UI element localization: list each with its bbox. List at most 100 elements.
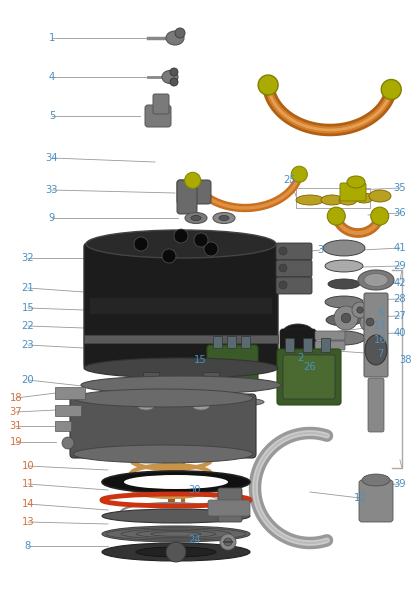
Text: 8: 8 [25,541,31,551]
Circle shape [170,78,178,86]
Bar [203,372,219,384]
Text: 36: 36 [394,208,406,218]
FancyBboxPatch shape [368,378,384,432]
Text: 3: 3 [317,245,323,255]
Text: 38: 38 [400,355,412,365]
Bar [241,336,250,348]
FancyBboxPatch shape [177,180,197,214]
FancyBboxPatch shape [315,341,345,350]
Ellipse shape [137,400,155,410]
Text: 39: 39 [394,479,406,489]
Text: 1: 1 [49,33,55,43]
Text: 17: 17 [374,321,386,331]
Ellipse shape [185,212,207,223]
Text: 10: 10 [22,461,34,471]
FancyBboxPatch shape [55,421,71,431]
Circle shape [134,237,148,251]
Ellipse shape [328,279,360,289]
Circle shape [162,249,176,263]
Ellipse shape [325,260,363,272]
Bar [303,338,312,352]
Text: 13: 13 [22,517,34,527]
Circle shape [279,247,287,255]
Text: 42: 42 [394,278,406,288]
FancyBboxPatch shape [70,394,256,458]
Text: 30: 30 [189,485,201,495]
Text: 23: 23 [22,340,34,350]
Text: 16: 16 [374,335,386,345]
Ellipse shape [286,355,310,365]
Text: 29: 29 [394,261,406,271]
FancyBboxPatch shape [283,355,335,399]
Circle shape [334,306,358,330]
Text: 31: 31 [10,421,22,431]
Bar [143,372,159,384]
Ellipse shape [166,31,184,45]
Ellipse shape [102,471,250,493]
Text: 21: 21 [22,283,35,293]
Ellipse shape [136,547,216,557]
Ellipse shape [365,335,387,365]
Circle shape [366,318,374,326]
Circle shape [258,75,278,95]
Circle shape [360,312,380,332]
Circle shape [327,207,345,225]
Bar [321,338,330,352]
Circle shape [185,172,201,188]
Circle shape [174,229,188,243]
Text: 14: 14 [22,499,34,509]
Text: 9: 9 [49,213,55,223]
Text: 34: 34 [46,153,58,163]
FancyBboxPatch shape [315,331,345,340]
Ellipse shape [102,526,250,542]
Ellipse shape [73,389,253,407]
Bar [213,336,222,348]
FancyBboxPatch shape [177,180,211,204]
Circle shape [279,264,287,272]
Ellipse shape [84,358,278,378]
Bar [285,338,294,352]
Ellipse shape [364,274,388,286]
FancyBboxPatch shape [276,260,312,277]
Ellipse shape [369,190,391,202]
Text: 15: 15 [193,355,206,365]
Ellipse shape [98,395,264,409]
Text: 41: 41 [394,243,406,253]
Ellipse shape [296,195,324,205]
Circle shape [204,242,218,256]
Text: 26: 26 [304,362,317,372]
Text: 22: 22 [22,321,35,331]
Ellipse shape [362,474,390,486]
Ellipse shape [192,400,210,410]
Ellipse shape [321,195,343,205]
Circle shape [175,28,185,38]
FancyBboxPatch shape [276,277,312,294]
Circle shape [352,302,368,318]
FancyBboxPatch shape [207,345,258,391]
Bar [90,298,272,314]
Circle shape [357,307,363,313]
FancyBboxPatch shape [276,243,312,260]
FancyBboxPatch shape [55,405,81,416]
Text: 28: 28 [394,294,406,304]
Ellipse shape [162,70,178,83]
Ellipse shape [191,215,201,220]
Ellipse shape [213,212,235,223]
Text: 6: 6 [377,307,383,317]
Text: 25: 25 [284,175,296,185]
FancyBboxPatch shape [340,183,366,201]
Ellipse shape [81,376,281,394]
Text: 35: 35 [394,183,406,193]
Circle shape [371,207,389,225]
Ellipse shape [339,195,357,205]
Ellipse shape [124,475,228,489]
Ellipse shape [102,543,250,561]
Text: 18: 18 [10,393,22,403]
FancyBboxPatch shape [208,500,250,516]
Text: 27: 27 [394,311,406,321]
FancyBboxPatch shape [84,243,278,369]
Text: 5: 5 [49,111,55,121]
Ellipse shape [326,314,362,326]
FancyBboxPatch shape [277,349,341,405]
FancyBboxPatch shape [364,293,388,377]
